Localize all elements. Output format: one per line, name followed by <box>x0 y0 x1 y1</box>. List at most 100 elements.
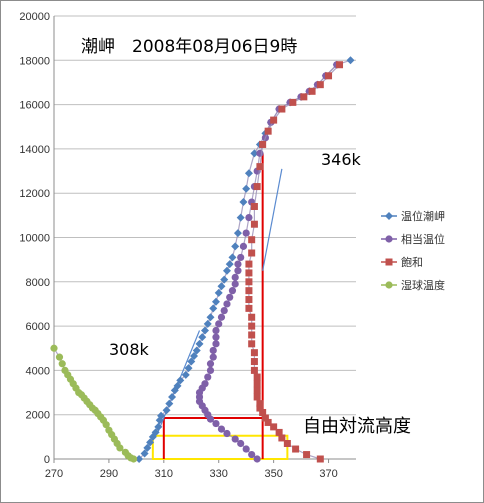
data-point <box>220 306 228 315</box>
data-point <box>184 364 193 373</box>
data-point <box>253 455 261 463</box>
x-tick-label: 310 <box>155 468 173 480</box>
data-point <box>244 169 253 178</box>
data-point <box>325 72 333 80</box>
data-point <box>206 366 215 374</box>
overlay-lines <box>151 153 289 460</box>
data-point <box>270 423 278 431</box>
data-series <box>50 56 355 463</box>
data-point <box>283 439 291 447</box>
data-point <box>248 340 256 348</box>
data-point <box>300 93 308 101</box>
data-point <box>192 346 201 355</box>
data-point <box>212 419 220 428</box>
legend-item: 湿球温度 <box>381 278 445 292</box>
data-point <box>242 229 250 237</box>
data-point <box>245 296 253 304</box>
data-point <box>204 373 212 381</box>
series-2 <box>245 61 344 463</box>
legend-label: 温位潮岬 <box>401 209 445 223</box>
data-point <box>50 344 58 352</box>
data-point <box>231 280 239 288</box>
data-point <box>245 304 253 312</box>
x-tick-label: 350 <box>264 468 282 480</box>
y-tick-label: 12000 <box>19 188 50 200</box>
data-point <box>250 149 259 158</box>
data-point <box>195 339 204 348</box>
data-point <box>116 444 124 452</box>
data-point <box>181 370 190 379</box>
data-point <box>151 428 160 437</box>
data-point <box>250 220 258 228</box>
data-point <box>217 425 226 433</box>
data-point <box>264 127 272 135</box>
x-tick-label: 370 <box>319 468 337 480</box>
data-point <box>248 450 256 459</box>
data-point <box>228 253 237 262</box>
label-346k: 346k <box>321 150 362 169</box>
y-tick-label: 6000 <box>26 321 50 333</box>
data-point <box>245 278 253 286</box>
y-tick-label: 4000 <box>26 365 50 377</box>
data-point <box>176 376 185 385</box>
series-0 <box>135 56 355 463</box>
data-point <box>209 304 218 313</box>
data-point <box>253 393 261 401</box>
y-tick-label: 20000 <box>19 11 50 23</box>
data-point <box>248 236 256 244</box>
data-point <box>237 253 245 262</box>
data-point <box>190 352 199 361</box>
series-1 <box>195 61 341 463</box>
data-point <box>234 267 242 275</box>
data-point <box>239 198 248 207</box>
data-point <box>264 418 272 426</box>
data-point <box>226 293 234 301</box>
data-point <box>206 360 215 368</box>
data-point <box>253 380 261 388</box>
data-point <box>256 163 264 171</box>
data-point <box>233 229 242 238</box>
data-point <box>212 340 220 348</box>
data-point <box>168 392 177 401</box>
legend-label: 相当温位 <box>401 232 445 246</box>
legend-marker <box>385 281 393 289</box>
data-point <box>209 353 217 361</box>
data-point <box>143 443 152 452</box>
data-point <box>275 428 283 436</box>
axes <box>53 16 356 463</box>
y-tick-label: 10000 <box>19 233 50 245</box>
data-point <box>242 184 251 193</box>
yellow-box <box>151 434 289 460</box>
data-point <box>253 183 261 191</box>
data-point <box>225 260 234 269</box>
x-tick-label: 290 <box>100 468 118 480</box>
data-point <box>214 288 223 297</box>
x-tick-label: 270 <box>45 468 63 480</box>
data-point <box>165 399 174 408</box>
data-point <box>234 260 242 268</box>
legend-marker <box>385 235 393 243</box>
data-point <box>245 213 253 222</box>
data-point <box>250 366 258 374</box>
legend-marker <box>385 212 393 220</box>
data-point <box>253 386 261 394</box>
data-point <box>250 202 258 210</box>
data-point <box>256 400 264 408</box>
data-point <box>135 455 144 463</box>
data-point <box>102 421 110 429</box>
data-point <box>308 87 316 95</box>
data-point <box>203 319 212 328</box>
x-tick-label: 330 <box>210 468 228 480</box>
data-point <box>316 81 324 89</box>
data-point <box>220 275 229 284</box>
data-point <box>231 242 240 251</box>
data-point <box>222 266 231 275</box>
legend-label: 湿球温度 <box>401 278 445 292</box>
data-point <box>253 373 261 381</box>
series-3 <box>50 344 138 463</box>
data-point <box>201 326 209 335</box>
data-point <box>206 313 215 322</box>
data-point <box>231 273 239 281</box>
data-point <box>242 445 250 453</box>
